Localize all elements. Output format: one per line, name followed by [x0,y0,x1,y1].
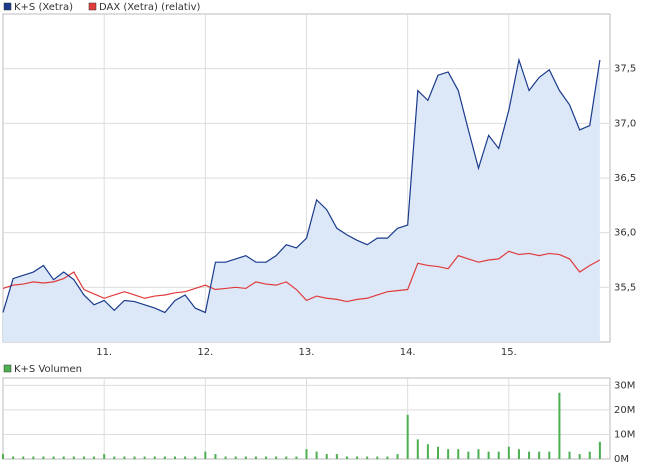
bar [406,414,409,459]
bar [224,456,227,459]
bar [184,456,187,459]
series-line [2,57,601,314]
bar [295,456,298,459]
x-tick-label: 12. [197,347,213,358]
bar [548,451,551,459]
bar [426,444,429,459]
bar [345,456,348,459]
bar [22,456,25,459]
bar [93,456,96,459]
y-tick-label: 30M [614,380,635,391]
bar [568,451,571,459]
bar [72,456,75,459]
bar [234,456,237,459]
bar [538,451,541,459]
bar [143,456,146,459]
legend-label: K+S (Xetra) [14,2,73,13]
bar [447,449,450,459]
bar [173,456,176,459]
bar [528,451,531,459]
bar [285,456,288,459]
bar [163,456,166,459]
y-tick-label: 37,0 [614,118,636,129]
bar [497,451,500,459]
y-tick-label: 36,0 [614,228,636,239]
bar [517,449,520,459]
x-tick-label: 13. [299,347,315,358]
bar [133,456,136,459]
bar [214,454,217,459]
bar [467,451,470,459]
bar [32,456,35,459]
bar [588,451,591,459]
bar [356,456,359,459]
y-tick-label: 10M [614,429,635,440]
bar [82,456,85,459]
legend-label: K+S Volumen [14,364,82,375]
bar [376,456,379,459]
bar [123,456,126,459]
bar [62,456,65,459]
bar [42,456,45,459]
bar [487,451,490,459]
x-tick-label: 15. [501,347,517,358]
bar [507,446,510,459]
bar [254,456,257,459]
bar [366,456,369,459]
y-tick-label: 0M [614,454,629,465]
bar [325,454,328,459]
bar [12,456,15,459]
legend-swatch [3,2,12,11]
bar [598,441,601,459]
y-tick-label: 20M [614,405,635,416]
bar [103,454,106,459]
bar [477,449,480,459]
bar [194,456,197,459]
bar [578,454,581,459]
bar [437,446,440,459]
x-tick-label: 14. [400,347,416,358]
bar [315,451,318,459]
bar [416,439,419,459]
bar [558,392,561,459]
bar [52,456,55,459]
area [3,59,600,343]
series-line [2,250,601,303]
y-tick-label: 37,5 [614,64,636,75]
bar [386,456,389,459]
bar [275,456,278,459]
bar [457,449,460,459]
x-tick-label: 11. [96,347,112,358]
bar [2,454,4,459]
legend-swatch [88,2,97,11]
bar [305,449,308,459]
bar [113,456,116,459]
bar [153,456,156,459]
bar [265,456,268,459]
bar [335,454,338,459]
bar [204,451,207,459]
legend-label: DAX (Xetra) (relativ) [99,2,201,13]
bar [396,454,399,459]
y-tick-label: 36,5 [614,173,636,184]
legend-swatch [3,364,12,373]
y-tick-label: 35,5 [614,282,636,293]
bar [244,456,247,459]
